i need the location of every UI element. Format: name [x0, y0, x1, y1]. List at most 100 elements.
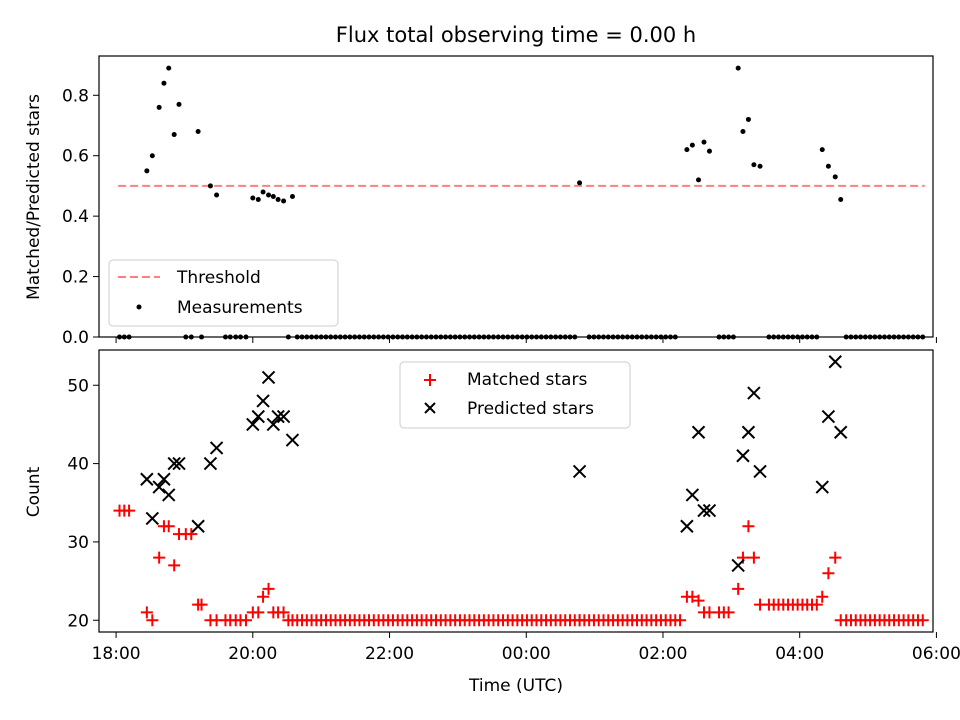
- measurement-point: [149, 153, 155, 159]
- predicted-star-point: [167, 456, 181, 471]
- predicted-star-point: [271, 409, 285, 424]
- count-x-tick-label: 22:00: [365, 644, 414, 664]
- matched-star-point: [810, 598, 823, 611]
- matched-star-point: [257, 590, 270, 603]
- measurement-point: [250, 195, 256, 201]
- legend-predicted-label: Predicted stars: [467, 399, 594, 419]
- measurement-point: [740, 129, 746, 135]
- measurement-point: [757, 163, 763, 169]
- measurement-point: [255, 197, 261, 203]
- legend-matched-swatch: [424, 374, 436, 386]
- matched-star-point: [153, 551, 166, 564]
- legend-measurements-swatch: [136, 304, 142, 310]
- predicted-star-point: [261, 370, 276, 385]
- matched-star-point: [834, 614, 847, 627]
- predicted-star-point: [251, 409, 265, 424]
- matched-star-point: [286, 614, 299, 627]
- count-x-tick-label: 04:00: [775, 644, 824, 664]
- count-y-tick-label: 40: [67, 455, 89, 475]
- predicted-star-point: [191, 519, 205, 533]
- matched-star-point: [162, 520, 175, 533]
- predicted-star-point: [691, 425, 706, 439]
- measurement-point: [275, 197, 281, 203]
- ratio-legend-box: [108, 259, 339, 327]
- matched-star-point: [732, 582, 745, 595]
- measurement-point: [825, 163, 831, 169]
- ratio-y-tick-label: 0.2: [62, 268, 89, 288]
- measurement-point: [751, 162, 757, 168]
- predicted-star-point: [834, 425, 848, 439]
- ratio-y-tick-label: 0.4: [62, 207, 89, 227]
- matched-star-point: [722, 606, 735, 619]
- matched-star-point: [816, 590, 829, 603]
- predicted-star-point: [285, 433, 300, 447]
- legend-threshold-label: Threshold: [176, 268, 261, 288]
- predicted-star-point: [815, 480, 829, 494]
- ratio-y-tick-label: 0.8: [62, 86, 89, 106]
- ratio-plot-frame: [98, 55, 934, 338]
- matched-star-point: [916, 614, 929, 627]
- count-legend-box: [399, 361, 631, 429]
- predicted-star-point: [680, 519, 694, 533]
- matched-star-point: [829, 551, 842, 564]
- predicted-star-point: [256, 394, 270, 408]
- legend-matched-label: Matched stars: [467, 370, 587, 390]
- matched-star-point: [185, 528, 198, 541]
- count-plot: 20 30 40 50 18:00 20:00 22:00 00:00 02:00 04:00 06…: [67, 355, 960, 664]
- measurement-point: [577, 180, 583, 186]
- measurement-point: [156, 104, 162, 110]
- predicted-star-point: [685, 488, 700, 502]
- predicted-star-point: [140, 472, 154, 486]
- x-axis-label: Time (UTC): [468, 676, 563, 696]
- count-legend: Matched stars Predicted stars: [399, 361, 631, 429]
- matched-star-point: [692, 594, 705, 607]
- predicted-star-point: [697, 503, 711, 518]
- predicted-star-point: [266, 417, 281, 432]
- count-x-tick-label: 18:00: [92, 644, 141, 664]
- measurement-point: [214, 192, 220, 198]
- count-y-tick-label: 30: [67, 533, 89, 553]
- predicted-star-point: [246, 417, 260, 432]
- matched-star-point: [239, 614, 252, 627]
- measurement-point: [260, 189, 266, 195]
- predicted-star-point: [172, 456, 186, 471]
- matched-star-point: [168, 559, 181, 572]
- measurement-point: [684, 147, 690, 153]
- measurement-point: [832, 174, 838, 180]
- matched-star-point: [123, 504, 136, 517]
- predicted-star-point: [753, 464, 767, 479]
- predicted-star-point: [736, 449, 750, 463]
- predicted-star-point: [747, 386, 761, 400]
- chart-title: Flux total observing time = 0.00 h: [336, 23, 696, 47]
- predicted-star-point: [162, 488, 176, 502]
- predicted-star-point: [702, 503, 717, 518]
- matched-star-point: [146, 614, 159, 627]
- predicted-star-point: [572, 464, 587, 479]
- count-plot-frame: [98, 349, 934, 633]
- measurement-point: [819, 147, 825, 153]
- matched-star-point: [742, 520, 755, 533]
- measurement-point: [171, 132, 177, 138]
- measurement-point: [144, 168, 150, 174]
- ratio-y-tick-label: 0.6: [62, 147, 89, 167]
- measurement-point: [161, 80, 167, 86]
- measurement-point: [838, 197, 844, 203]
- legend-predicted-swatch: [424, 402, 436, 414]
- matched-star-point: [573, 614, 586, 627]
- matched-star-point: [822, 567, 835, 580]
- count-y-tick-label: 50: [67, 376, 89, 396]
- measurement-point: [689, 142, 695, 148]
- measurement-point: [745, 116, 751, 122]
- measurement-point: [207, 183, 213, 189]
- count-x-tick-label: 00:00: [502, 644, 551, 664]
- matched-star-point: [262, 582, 275, 595]
- measurement-point: [195, 129, 201, 135]
- count-x-tick-label: 20:00: [228, 644, 277, 664]
- y-axis-label-bottom: Count: [24, 466, 44, 517]
- matched-star-point: [674, 614, 687, 627]
- count-x-tick-label: 06:00: [912, 644, 960, 664]
- predicted-star-point: [203, 456, 218, 471]
- measurement-point: [735, 65, 741, 71]
- measurement-point: [696, 177, 702, 183]
- matched-star-point: [686, 590, 699, 603]
